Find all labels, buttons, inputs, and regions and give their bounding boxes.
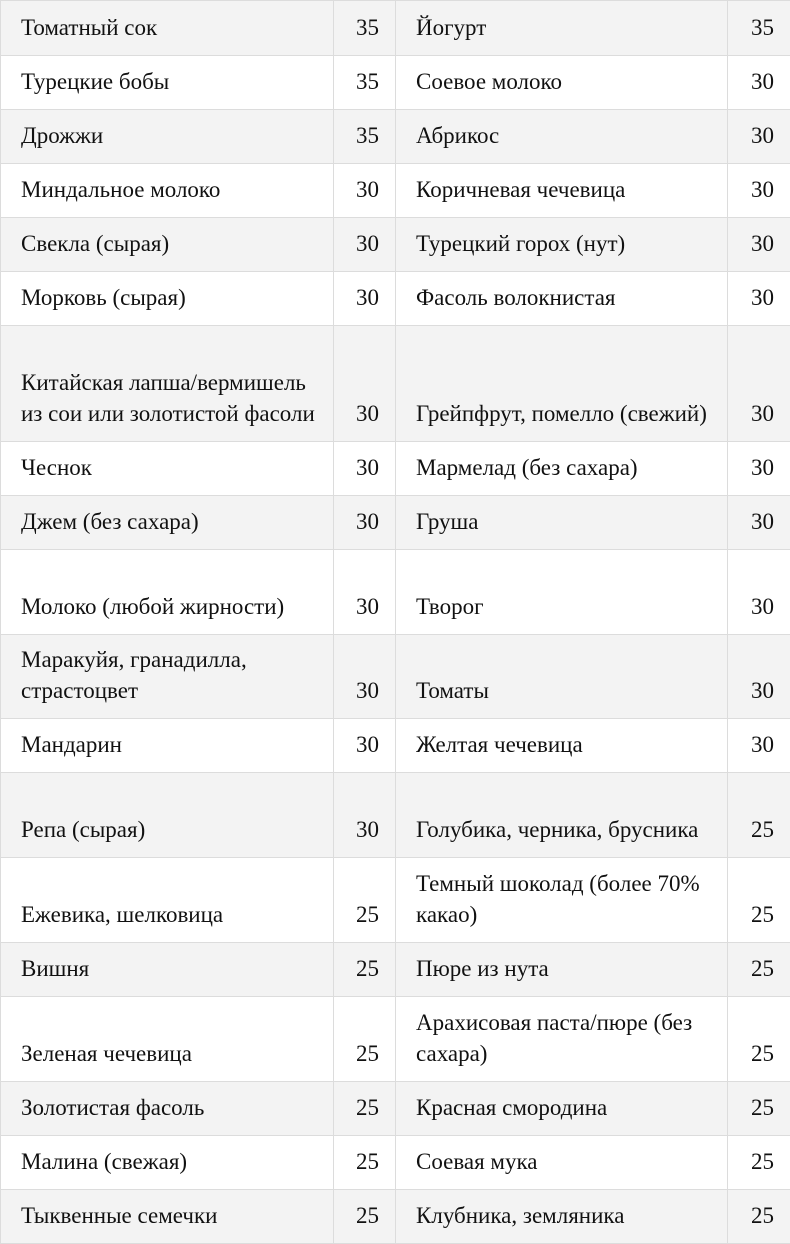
gi-value-cell: 30	[334, 550, 396, 635]
gi-value-cell: 25	[728, 997, 790, 1082]
table-row: Китайская лапша/вермишель из сои или зол…	[1, 326, 790, 442]
gi-value-cell: 30	[334, 635, 396, 719]
food-name-cell: Дрожжи	[1, 110, 334, 164]
gi-value-cell: 30	[334, 326, 396, 442]
food-name-cell: Золотистая фасоль	[1, 1082, 334, 1136]
food-name-cell: Арахисовая паста/пюре (без сахара)	[396, 997, 728, 1082]
food-name-cell: Свекла (сырая)	[1, 218, 334, 272]
gi-value-cell: 25	[334, 1136, 396, 1190]
gi-value-cell: 35	[334, 1, 396, 56]
gi-value-cell: 35	[728, 1, 790, 56]
gi-value-cell: 30	[728, 110, 790, 164]
gi-value-cell: 25	[728, 773, 790, 858]
gi-value-cell: 30	[728, 326, 790, 442]
gi-value-cell: 25	[728, 1082, 790, 1136]
food-name-cell: Турецкий горох (нут)	[396, 218, 728, 272]
gi-value-cell: 30	[728, 550, 790, 635]
food-name-cell: Соевое молоко	[396, 56, 728, 110]
gi-value-cell: 35	[334, 56, 396, 110]
food-name-cell: Темный шоколад (более 70% какао)	[396, 858, 728, 943]
gi-value-cell: 25	[334, 943, 396, 997]
food-name-cell: Мандарин	[1, 719, 334, 773]
gi-value-cell: 25	[728, 1190, 790, 1244]
food-name-cell: Миндальное молоко	[1, 164, 334, 218]
food-name-cell: Морковь (сырая)	[1, 272, 334, 326]
food-name-cell: Коричневая чечевица	[396, 164, 728, 218]
gi-value-cell: 25	[728, 943, 790, 997]
food-name-cell: Грейпфрут, помелло (свежий)	[396, 326, 728, 442]
gi-value-cell: 30	[728, 635, 790, 719]
food-name-cell: Малина (свежая)	[1, 1136, 334, 1190]
food-name-cell: Йогурт	[396, 1, 728, 56]
gi-value-cell: 30	[728, 442, 790, 496]
food-name-cell: Желтая чечевица	[396, 719, 728, 773]
food-name-cell: Соевая мука	[396, 1136, 728, 1190]
gi-value-cell: 30	[728, 164, 790, 218]
gi-value-cell: 25	[728, 1136, 790, 1190]
food-name-cell: Вишня	[1, 943, 334, 997]
gi-value-cell: 30	[334, 496, 396, 550]
gi-value-cell: 25	[334, 858, 396, 943]
food-name-cell: Турецкие бобы	[1, 56, 334, 110]
food-name-cell: Молоко (любой жирности)	[1, 550, 334, 635]
gi-value-cell: 30	[334, 218, 396, 272]
gi-value-cell: 30	[334, 272, 396, 326]
gi-value-cell: 35	[334, 110, 396, 164]
food-name-cell: Творог	[396, 550, 728, 635]
gi-value-cell: 30	[334, 442, 396, 496]
gi-value-cell: 25	[334, 1190, 396, 1244]
food-name-cell: Зеленая чечевица	[1, 997, 334, 1082]
food-name-cell: Клубника, земляника	[396, 1190, 728, 1244]
gi-value-cell: 30	[728, 496, 790, 550]
gi-value-cell: 25	[334, 1082, 396, 1136]
food-name-cell: Ежевика, шелковица	[1, 858, 334, 943]
gi-value-cell: 30	[728, 719, 790, 773]
food-name-cell: Тыквенные семечки	[1, 1190, 334, 1244]
food-name-cell: Томатный сок	[1, 1, 334, 56]
gi-value-cell: 30	[728, 218, 790, 272]
food-name-cell: Пюре из нута	[396, 943, 728, 997]
gi-value-cell: 30	[728, 56, 790, 110]
food-name-cell: Чеснок	[1, 442, 334, 496]
gi-value-cell: 25	[728, 858, 790, 943]
food-name-cell: Красная смородина	[396, 1082, 728, 1136]
gi-value-cell: 30	[334, 719, 396, 773]
food-name-cell: Томаты	[396, 635, 728, 719]
food-name-cell: Груша	[396, 496, 728, 550]
food-name-cell: Абрикос	[396, 110, 728, 164]
gi-value-cell: 30	[334, 773, 396, 858]
food-name-cell: Китайская лапша/вермишель из сои или зол…	[1, 326, 334, 442]
gi-value-cell: 30	[728, 272, 790, 326]
food-name-cell: Фасоль волокнистая	[396, 272, 728, 326]
food-name-cell: Маракуйя, гранадилла, страстоцвет	[1, 635, 334, 719]
gi-value-cell: 25	[334, 997, 396, 1082]
food-name-cell: Джем (без сахара)	[1, 496, 334, 550]
food-name-cell: Мармелад (без сахара)	[396, 442, 728, 496]
gi-value-cell: 30	[334, 164, 396, 218]
food-name-cell: Репа (сырая)	[1, 773, 334, 858]
food-name-cell: Голубика, черника, брусника	[396, 773, 728, 858]
